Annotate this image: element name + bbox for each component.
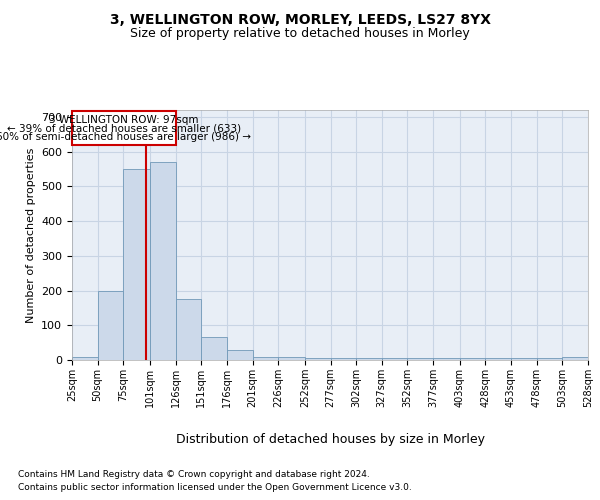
Y-axis label: Number of detached properties: Number of detached properties bbox=[26, 148, 35, 322]
Text: Size of property relative to detached houses in Morley: Size of property relative to detached ho… bbox=[130, 28, 470, 40]
Bar bbox=[356, 358, 382, 360]
Text: 3, WELLINGTON ROW, MORLEY, LEEDS, LS27 8YX: 3, WELLINGTON ROW, MORLEY, LEEDS, LS27 8… bbox=[110, 12, 491, 26]
Text: Distribution of detached houses by size in Morley: Distribution of detached houses by size … bbox=[176, 432, 485, 446]
FancyBboxPatch shape bbox=[72, 110, 176, 146]
Text: Contains HM Land Registry data © Crown copyright and database right 2024.: Contains HM Land Registry data © Crown c… bbox=[18, 470, 370, 479]
Bar bbox=[305, 358, 331, 360]
Bar bbox=[253, 356, 278, 360]
Bar bbox=[382, 358, 407, 360]
Bar bbox=[537, 358, 562, 360]
Bar bbox=[176, 299, 201, 360]
Bar bbox=[150, 162, 176, 360]
Bar bbox=[72, 356, 98, 360]
Text: Contains public sector information licensed under the Open Government Licence v3: Contains public sector information licen… bbox=[18, 482, 412, 492]
Bar bbox=[227, 350, 253, 360]
Bar bbox=[201, 338, 227, 360]
Text: ← 39% of detached houses are smaller (633): ← 39% of detached houses are smaller (63… bbox=[7, 124, 241, 134]
Bar bbox=[98, 290, 123, 360]
Bar bbox=[278, 356, 305, 360]
Bar bbox=[123, 169, 150, 360]
Bar bbox=[511, 358, 537, 360]
Bar bbox=[433, 358, 460, 360]
Bar bbox=[460, 358, 485, 360]
Bar bbox=[331, 358, 356, 360]
Bar bbox=[562, 356, 588, 360]
Bar bbox=[407, 358, 433, 360]
Text: 3 WELLINGTON ROW: 97sqm: 3 WELLINGTON ROW: 97sqm bbox=[49, 115, 199, 125]
Text: 60% of semi-detached houses are larger (986) →: 60% of semi-detached houses are larger (… bbox=[0, 132, 251, 142]
Bar bbox=[485, 358, 511, 360]
